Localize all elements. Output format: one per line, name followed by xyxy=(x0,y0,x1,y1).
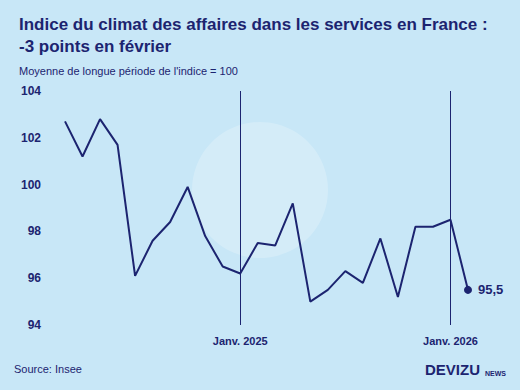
svg-text:Janv. 2025: Janv. 2025 xyxy=(213,335,268,347)
svg-text:100: 100 xyxy=(21,178,41,192)
svg-text:104: 104 xyxy=(21,84,41,98)
svg-text:-3 points en février: -3 points en février xyxy=(19,37,171,56)
svg-text:102: 102 xyxy=(21,131,41,145)
svg-text:98: 98 xyxy=(28,224,42,238)
svg-text:Indice du climat des affaires: Indice du climat des affaires dans les s… xyxy=(19,15,492,34)
svg-text:95,5: 95,5 xyxy=(478,282,503,297)
svg-text:Source: Insee: Source: Insee xyxy=(14,363,82,375)
svg-text:Janv. 2026: Janv. 2026 xyxy=(423,335,478,347)
svg-text:Moyenne de longue période de l: Moyenne de longue période de l'indice = … xyxy=(19,65,238,77)
svg-text:NEWS: NEWS xyxy=(485,370,506,377)
svg-text:DEVIZU: DEVIZU xyxy=(425,361,480,378)
svg-text:96: 96 xyxy=(28,271,42,285)
svg-text:94: 94 xyxy=(28,318,42,332)
